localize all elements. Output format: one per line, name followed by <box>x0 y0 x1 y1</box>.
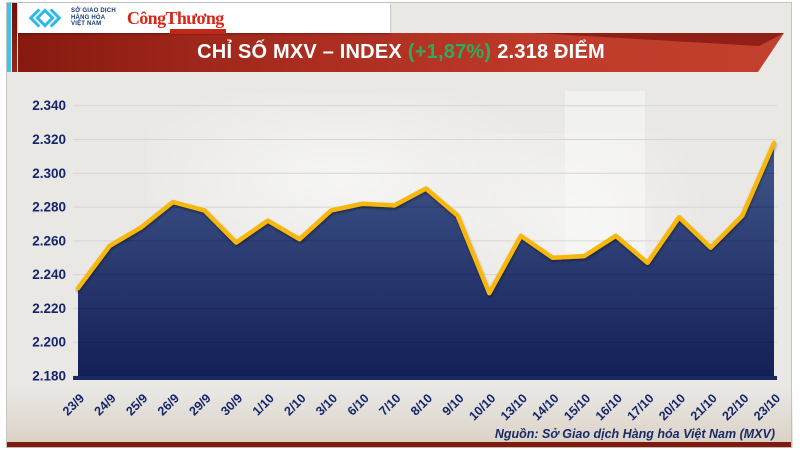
congthuong-logo: CôngThương <box>126 7 226 34</box>
svg-text:3/10: 3/10 <box>313 391 340 418</box>
chart-title: CHỈ SỐ MXV – INDEX <box>197 41 402 63</box>
change-percent: (+1,87%) <box>407 41 492 63</box>
svg-text:17/10: 17/10 <box>625 391 657 423</box>
mxv-logo-icon <box>28 8 62 28</box>
svg-text:24/9: 24/9 <box>92 391 119 418</box>
bottom-accent-bar <box>7 442 791 447</box>
brand-underline-bar <box>169 28 226 34</box>
svg-text:23/9: 23/9 <box>60 391 87 418</box>
svg-text:13/10: 13/10 <box>498 391 530 423</box>
svg-text:6/10: 6/10 <box>345 391 372 418</box>
svg-text:29/9: 29/9 <box>187 391 214 418</box>
index-line <box>75 140 777 296</box>
photo-watermark <box>7 388 793 448</box>
svg-text:2.300: 2.300 <box>32 166 66 181</box>
svg-text:30/9: 30/9 <box>218 391 245 418</box>
area-fill <box>78 142 774 376</box>
exchange-name-line: SỞ GIAO DỊCH <box>71 8 116 15</box>
congthuong-wordmark: CôngThương <box>126 7 224 28</box>
svg-text:9/10: 9/10 <box>440 391 467 418</box>
exchange-name-line: HÀNG HÓA <box>71 14 106 21</box>
exchange-name: SỞ GIAO DỊCH HÀNG HÓA VIỆT NAM <box>71 8 116 28</box>
svg-text:2.180: 2.180 <box>32 369 66 384</box>
svg-text:2.280: 2.280 <box>32 200 66 215</box>
svg-text:2.200: 2.200 <box>32 335 66 350</box>
svg-text:22/10: 22/10 <box>720 391 752 423</box>
index-value: 2.318 ĐIỂM <box>497 41 605 63</box>
logo-box: SỞ GIAO DỊCH HÀNG HÓA VIỆT NAM CôngThươn… <box>18 3 390 34</box>
svg-text:20/10: 20/10 <box>656 391 688 423</box>
svg-text:15/10: 15/10 <box>561 391 593 423</box>
x-axis-labels: 23/9 24/9 25/9 26/9 29/9 30/9 1/10 2/10 3/10 6/10… <box>60 391 783 423</box>
y-axis-labels: 2.340 2.320 2.300 2.280 2.260 2.240 2.220 2.200… <box>32 98 66 383</box>
left-accent-stripe-cyan <box>7 3 11 72</box>
svg-text:1/10: 1/10 <box>250 391 277 418</box>
svg-text:2.340: 2.340 <box>32 98 66 113</box>
source-caption: Nguồn: Sở Giao dịch Hàng hóa Việt Nam (M… <box>494 427 775 441</box>
svg-text:8/10: 8/10 <box>408 391 435 418</box>
svg-text:23/10: 23/10 <box>751 391 783 423</box>
exchange-name-line: VIỆT NAM <box>71 21 102 28</box>
svg-text:21/10: 21/10 <box>688 391 720 423</box>
svg-text:7/10: 7/10 <box>376 391 403 418</box>
svg-text:25/9: 25/9 <box>123 391 150 418</box>
svg-text:26/9: 26/9 <box>155 391 182 418</box>
left-accent-stripe-maroon <box>12 3 17 72</box>
svg-text:2.220: 2.220 <box>32 301 66 316</box>
svg-text:2.320: 2.320 <box>32 132 66 147</box>
svg-text:2.260: 2.260 <box>32 233 66 248</box>
svg-text:16/10: 16/10 <box>593 391 625 423</box>
svg-text:10/10: 10/10 <box>466 391 498 423</box>
svg-text:14/10: 14/10 <box>530 391 562 423</box>
svg-text:2.240: 2.240 <box>32 267 66 282</box>
title-banner: CHỈ SỐ MXV – INDEX (+1,87%) 2.318 ĐIỂM <box>18 33 784 72</box>
x-axis-baseline <box>73 376 777 380</box>
svg-text:2/10: 2/10 <box>282 391 309 418</box>
